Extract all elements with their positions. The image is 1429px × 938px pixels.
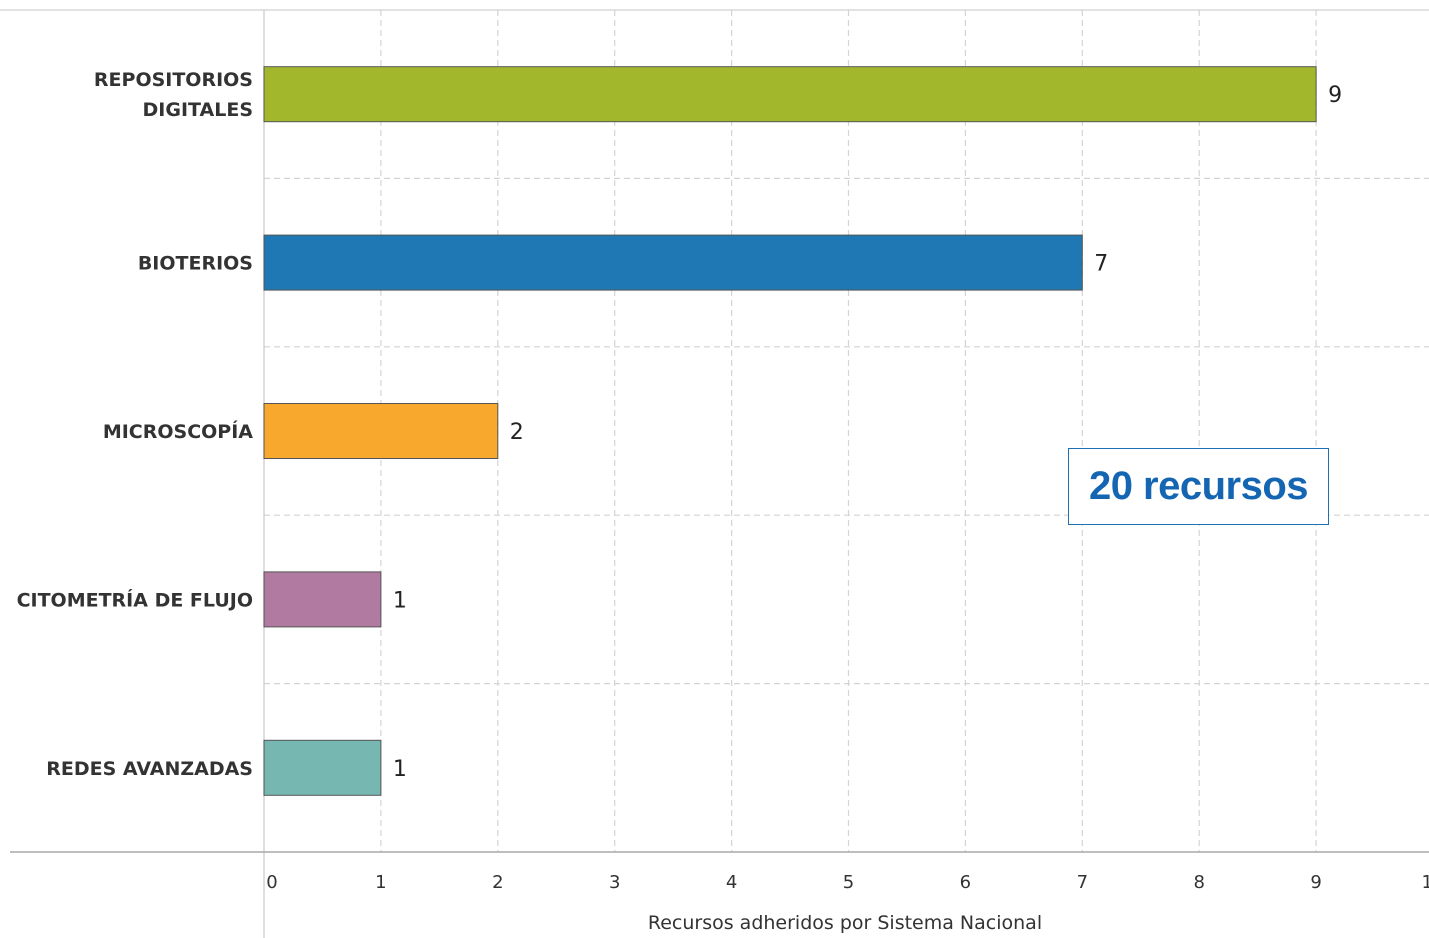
category-label-line: REPOSITORIOS — [94, 69, 253, 91]
value-label: 2 — [510, 420, 524, 445]
bar — [263, 66, 1317, 123]
category-label-line: CITOMETRÍA DE FLUJO — [17, 588, 253, 611]
bar — [263, 739, 382, 796]
category-label-line: BIOTERIOS — [138, 253, 253, 275]
total-resources-label: 20 recursos — [1088, 464, 1309, 508]
category-label: BIOTERIOS — [138, 253, 253, 275]
bar — [263, 234, 1083, 291]
value-label: 9 — [1328, 83, 1342, 108]
x-tick-label: 7 — [1077, 872, 1088, 893]
x-tick-label: 0 — [266, 872, 277, 893]
category-label-line: REDES AVANZADAS — [46, 758, 253, 780]
bar — [263, 403, 499, 459]
x-tick-label: 9 — [1310, 872, 1321, 893]
category-label-line: DIGITALES — [143, 99, 253, 121]
x-tick-label: 1 — [375, 872, 386, 893]
bar — [263, 571, 382, 628]
category-label: REPOSITORIOS DIGITALES — [94, 69, 253, 121]
value-label: 7 — [1094, 252, 1108, 277]
x-tick-label: 5 — [843, 872, 854, 893]
bars — [263, 66, 1317, 796]
total-resources-box: 20 recursos — [1068, 448, 1329, 525]
x-tick-label: 4 — [726, 872, 737, 893]
value-label: 1 — [393, 588, 407, 613]
x-tick-label: 8 — [1193, 872, 1204, 893]
x-tick-label: 10 — [1422, 872, 1429, 893]
grid — [264, 10, 1429, 852]
category-label: MICROSCOPÍA — [103, 420, 253, 443]
x-tick-label: 6 — [960, 872, 971, 893]
category-label: CITOMETRÍA DE FLUJO — [17, 588, 253, 611]
value-label: 1 — [393, 757, 407, 782]
x-tick-label: 3 — [609, 872, 620, 893]
labels: 0 1 2 3 4 5 6 7 8 9 10 REPOSITORIOS DIGITALES 9 BIOTER… — [17, 69, 1429, 893]
x-axis-title: Recursos adheridos por Sistema Nacional — [648, 912, 1042, 934]
category-label: REDES AVANZADAS — [46, 758, 253, 780]
category-label-line: MICROSCOPÍA — [103, 420, 253, 443]
x-tick-label: 2 — [492, 872, 503, 893]
